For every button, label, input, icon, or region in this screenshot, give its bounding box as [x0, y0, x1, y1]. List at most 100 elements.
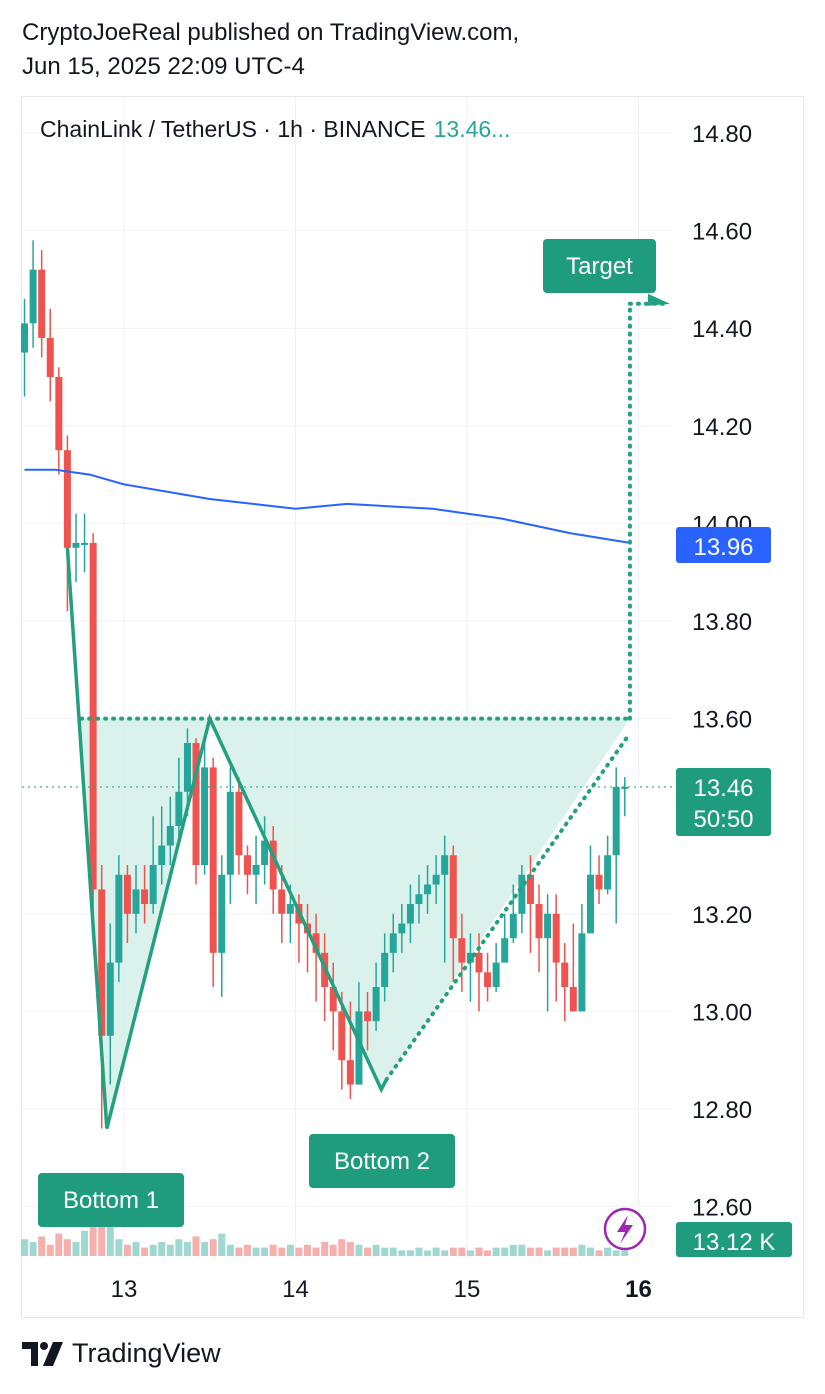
candle-body[interactable]	[63, 450, 71, 548]
candle-body[interactable]	[449, 855, 457, 939]
volume-bar	[586, 1247, 594, 1256]
candle-body[interactable]	[389, 933, 397, 953]
target-label-box[interactable]	[543, 239, 656, 293]
candle-body[interactable]	[269, 840, 277, 890]
candle-body[interactable]	[252, 865, 260, 875]
candle-body[interactable]	[89, 542, 97, 890]
candle-body[interactable]	[595, 874, 603, 890]
candle-body[interactable]	[544, 913, 552, 939]
candle-body[interactable]	[55, 377, 63, 451]
volume-bar	[364, 1247, 372, 1256]
candle-body[interactable]	[535, 904, 543, 939]
volume-bar	[329, 1244, 337, 1256]
y-tick-label: 14.20	[692, 414, 752, 441]
volume-bar	[312, 1247, 320, 1256]
footer-branding[interactable]: TradingView	[22, 1338, 221, 1369]
candle-body[interactable]	[29, 269, 37, 324]
bottom2-label-box[interactable]	[309, 1134, 455, 1188]
volume-bar	[321, 1242, 329, 1256]
candle-body[interactable]	[432, 874, 440, 885]
candle-body[interactable]	[509, 913, 517, 939]
candle-body[interactable]	[329, 987, 337, 1012]
candle-body[interactable]	[158, 845, 166, 865]
volume-bar	[466, 1250, 474, 1256]
candle-body[interactable]	[21, 323, 29, 353]
candle-body[interactable]	[612, 786, 620, 856]
volume-bar	[63, 1239, 71, 1256]
candle-body[interactable]	[381, 952, 389, 987]
candle-body[interactable]	[132, 889, 140, 914]
candle-body[interactable]	[209, 767, 217, 953]
candle-body[interactable]	[346, 1060, 354, 1085]
volume-bar	[501, 1247, 509, 1256]
candle-body[interactable]	[424, 884, 432, 895]
volume-bar	[183, 1242, 191, 1256]
volume-bar	[415, 1247, 423, 1256]
candle-body[interactable]	[312, 933, 320, 953]
volume-bar	[458, 1247, 466, 1256]
volume-bar	[192, 1236, 200, 1256]
y-tick-label: 13.00	[692, 999, 752, 1026]
volume-bar	[424, 1250, 432, 1256]
candle-body[interactable]	[286, 904, 294, 914]
candle-body[interactable]	[115, 874, 123, 963]
candle-body[interactable]	[518, 874, 526, 914]
candle-body[interactable]	[586, 874, 594, 934]
candle-body[interactable]	[192, 743, 200, 865]
candle-body[interactable]	[235, 791, 243, 856]
candle-body[interactable]	[98, 889, 106, 1036]
volume-bar	[535, 1247, 543, 1256]
candle-body[interactable]	[261, 840, 269, 865]
candle-body[interactable]	[372, 987, 380, 1022]
candle-body[interactable]	[621, 786, 629, 789]
candle-body[interactable]	[166, 825, 174, 846]
volume-bar	[81, 1230, 89, 1256]
candle-body[interactable]	[243, 855, 251, 875]
candle-body[interactable]	[175, 791, 183, 826]
candle-body[interactable]	[484, 972, 492, 987]
candle-body[interactable]	[466, 952, 474, 963]
candle-body[interactable]	[106, 962, 114, 1036]
candle-body[interactable]	[46, 337, 54, 377]
candle-body[interactable]	[183, 743, 191, 792]
candle-body[interactable]	[415, 894, 423, 905]
candle-body[interactable]	[458, 938, 466, 963]
candle-body[interactable]	[406, 904, 414, 924]
candle-body[interactable]	[218, 874, 226, 953]
candle-body[interactable]	[226, 791, 234, 875]
candle-body[interactable]	[604, 855, 612, 890]
candle-body[interactable]	[552, 913, 560, 963]
candle-body[interactable]	[81, 542, 89, 545]
candle-body[interactable]	[38, 269, 46, 338]
candle-body[interactable]	[141, 889, 149, 905]
last-price-tag-text: 50:50	[693, 806, 753, 833]
candle-body[interactable]	[201, 767, 209, 865]
bottom1-label-box[interactable]	[38, 1173, 184, 1227]
candle-body[interactable]	[278, 889, 286, 914]
volume-bar	[355, 1244, 363, 1256]
volume-bar	[166, 1244, 174, 1256]
volume-bar	[252, 1247, 260, 1256]
candle-body[interactable]	[72, 542, 80, 548]
volume-bar	[552, 1247, 560, 1256]
candle-body[interactable]	[492, 962, 500, 987]
y-tick-label: 12.80	[692, 1097, 752, 1124]
candle-body[interactable]	[355, 1011, 363, 1085]
candle-body[interactable]	[475, 952, 483, 973]
candle-body[interactable]	[441, 855, 449, 875]
volume-bar	[269, 1244, 277, 1256]
candle-body[interactable]	[149, 865, 157, 905]
candle-body[interactable]	[123, 874, 131, 914]
volume-bar	[149, 1244, 157, 1256]
volume-bar	[578, 1244, 586, 1256]
candle-body[interactable]	[569, 987, 577, 1012]
candle-body[interactable]	[338, 1011, 346, 1061]
candle-body[interactable]	[578, 933, 586, 1012]
candle-body[interactable]	[526, 874, 534, 905]
symbol-legend[interactable]: ChainLink / TetherUS · 1h · BINANCE 13.46…	[40, 116, 510, 143]
candle-body[interactable]	[561, 962, 569, 987]
candle-body[interactable]	[364, 1011, 372, 1022]
candle-body[interactable]	[501, 938, 509, 963]
candle-body[interactable]	[398, 923, 406, 934]
